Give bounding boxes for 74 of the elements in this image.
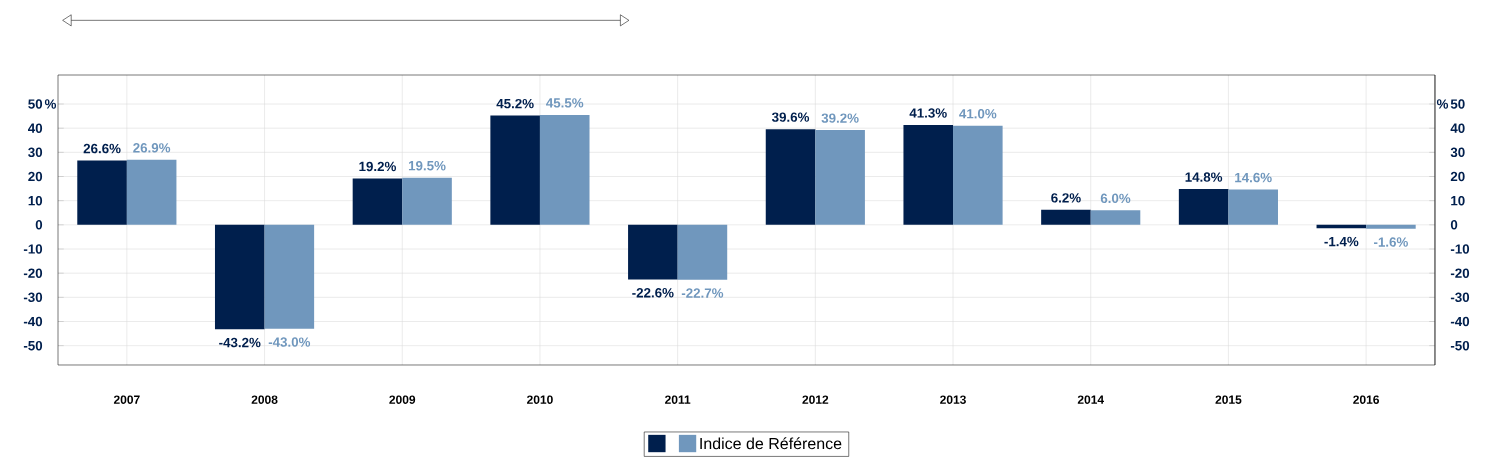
bar	[352, 178, 403, 225]
bar	[1090, 210, 1141, 225]
y2-tick-label: -40	[1450, 316, 1470, 327]
x-tick-label: 2007	[113, 395, 140, 404]
bar	[264, 224, 315, 329]
x-tick-label: 2011	[665, 395, 691, 404]
data-label: 14.8%	[1185, 172, 1223, 182]
y-axis-title: %	[44, 99, 57, 109]
bar	[1041, 209, 1091, 225]
legend-label: Indice de Référence	[700, 437, 842, 450]
y2-tick-label: -50	[1450, 340, 1470, 351]
data-label: -22.6%	[632, 288, 674, 298]
data-label: 39.6%	[771, 112, 810, 122]
data-label: -43.0%	[268, 337, 311, 347]
bar	[628, 224, 678, 280]
bar	[1366, 224, 1416, 229]
data-label: 45.5%	[546, 98, 584, 108]
y-tick-label: 40	[28, 123, 43, 133]
bar	[1178, 189, 1229, 225]
y2-tick-label: -10	[1450, 244, 1470, 254]
data-label: 19.2%	[359, 161, 396, 172]
data-label: 26.6%	[83, 143, 121, 154]
y2-tick-label: -30	[1450, 292, 1470, 303]
bar	[490, 115, 540, 225]
x-tick-label: 2010	[527, 395, 553, 404]
data-label: -43.2%	[219, 337, 261, 348]
y-tick-label: 30	[28, 147, 43, 158]
bar	[214, 224, 265, 330]
x-tick-label: 2012	[802, 395, 829, 404]
bar	[402, 177, 452, 225]
y2-tick-label: -20	[1450, 268, 1470, 278]
y2-tick-label: 50	[1450, 99, 1465, 109]
y-tick-label: -30	[23, 292, 43, 303]
x-tick-label: 2009	[389, 395, 416, 404]
y-tick-label: -20	[23, 268, 43, 278]
data-label: 14.6%	[1235, 172, 1272, 183]
x-tick-label: 2016	[1353, 395, 1380, 404]
data-label: 41.0%	[959, 109, 997, 119]
x-tick-label: 2014	[1077, 395, 1104, 404]
data-label: -1.4%	[1324, 236, 1359, 247]
y2-tick-label: 0	[1450, 220, 1458, 230]
bar	[765, 129, 816, 225]
bar	[1228, 189, 1278, 225]
y-tick-label: 20	[28, 171, 43, 182]
bar	[903, 125, 954, 225]
y2-axis-title: %	[1436, 99, 1449, 109]
data-label: 45.2%	[496, 98, 534, 109]
bar	[539, 114, 590, 225]
y-tick-label: 50	[28, 99, 43, 109]
y-tick-label: -10	[23, 244, 43, 254]
data-label: 19.5%	[408, 161, 446, 171]
data-label: 26.9%	[133, 143, 171, 153]
y2-tick-label: 10	[1451, 195, 1465, 206]
x-tick-label: 2013	[940, 395, 966, 404]
bar	[815, 130, 865, 225]
data-label: 6.0%	[1100, 193, 1131, 204]
data-label: -1.6%	[1374, 237, 1408, 247]
data-label: 39.2%	[821, 113, 859, 123]
x-tick-label: 2008	[251, 395, 278, 404]
bar	[77, 160, 127, 225]
y-tick-label: 10	[28, 195, 43, 206]
y-tick-label: -40	[23, 316, 43, 327]
data-label: -22.7%	[681, 288, 724, 298]
y2-tick-label: 40	[1450, 123, 1465, 133]
bar	[677, 224, 728, 280]
bar	[953, 125, 1003, 225]
bar	[126, 159, 177, 225]
y-tick-label: -50	[23, 340, 43, 351]
data-label: 6.2%	[1051, 193, 1081, 203]
data-label: 41.3%	[909, 108, 947, 118]
x-tick-label: 2015	[1215, 395, 1242, 404]
y2-tick-label: 30	[1450, 147, 1465, 158]
y-tick-label: 0	[35, 220, 43, 230]
y2-tick-label: 20	[1450, 171, 1465, 182]
